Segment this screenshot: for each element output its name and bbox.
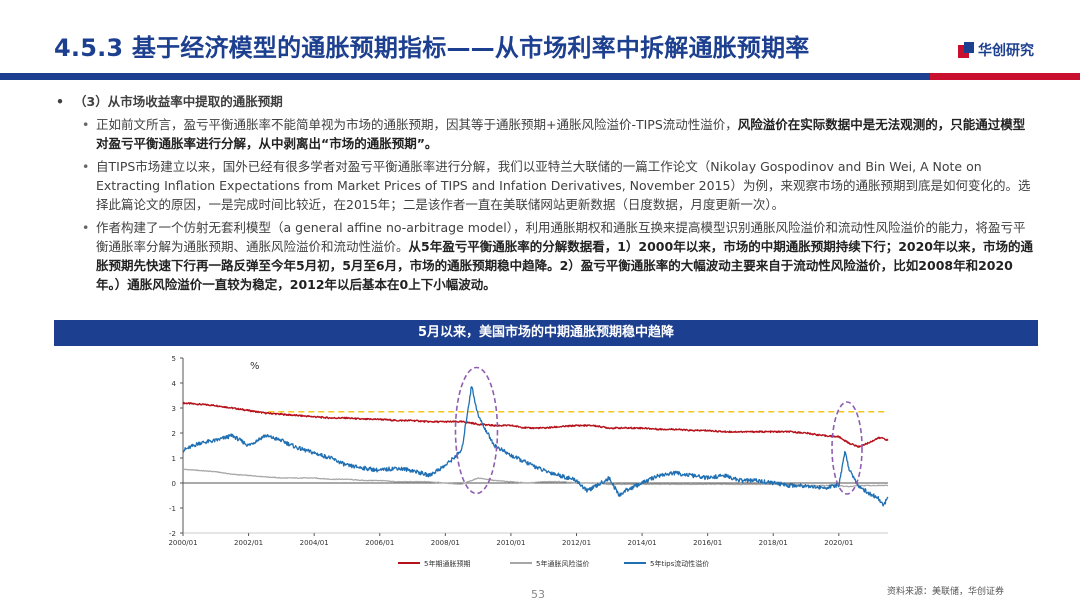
page-title: 4.5.3 基于经济模型的通胀预期指标——从市场利率中拆解通胀预期率 [54,34,810,62]
chart-axes [180,357,888,536]
chart-legend: 5年期通胀预期 5年通胀风险溢价 5年tips流动性溢价 [398,559,709,568]
x-tick-label: 2000/01 [168,539,197,547]
x-tick-label: 2004/01 [300,539,329,547]
y-tick-label: 3 [172,405,176,413]
header-divider [0,73,1080,80]
x-tick-label: 2016/01 [693,539,722,547]
y-tick-label: -1 [169,505,176,513]
x-tick-label: 2006/01 [365,539,394,547]
page-number: 53 [531,588,545,601]
legend-label-1: 5年通胀风险溢价 [536,559,589,568]
highlight-2008-ellipse [454,366,499,495]
bullet-paragraph-1: • 正如前文所言，盈亏平衡通胀率不能简单视为市场的通胀预期，因其等于通胀预期+通… [56,115,1036,153]
paragraph-1-bold: 风险溢价在实际数据中是无法观测的，只能通过模型对盈亏平衡通胀率进行分解，从中剥离… [96,117,1026,151]
paragraph-3-bold: 从5年盈亏平衡通胀率的分解数据看，1）2000年以来，市场的中期通胀预期持续下行… [96,239,1033,292]
source-note: 资料来源：美联储，华创证券 [887,587,1005,597]
x-tick-label: 2020/01 [824,539,853,547]
bullet-paragraph-3: • 作者构建了一个仿射无套利模型（a general affine no-arb… [56,218,1036,294]
series-layer [182,386,889,507]
paragraph-2-text: 自TIPS市场建立以来，国外已经有很多学者对盈亏平衡通胀率进行分解，我们以亚特兰… [96,159,1031,212]
section-heading: • （3）从市场收益率中提取的通胀预期 [56,92,1036,111]
y-tick-label: 1 [172,455,176,463]
y-tick-label: 2 [172,430,176,438]
x-tick-label: 2018/01 [759,539,788,547]
x-tick-label: 2010/01 [496,539,525,547]
brand-logo: 华创研究 [958,40,1034,60]
bullet-icon: • [82,220,90,235]
section-title: （3）从市场收益率中提取的通胀预期 [74,94,283,109]
legend-label-2: 5年tips流动性溢价 [650,559,709,568]
logo-text: 华创研究 [978,43,1034,59]
x-tick-label: 2012/01 [562,539,591,547]
paragraph-1-text: 正如前文所言，盈亏平衡通胀率不能简单视为市场的通胀预期，因其等于通胀预期+通胀风… [96,117,738,132]
logo-mark-icon [958,42,974,58]
legend-label-0: 5年期通胀预期 [424,559,470,568]
section-bullet-icon: • [56,94,64,109]
x-tick-label: 2002/01 [234,539,263,547]
x-tick-label: 2008/01 [431,539,460,547]
highlight-layer [454,366,863,495]
y-tick-label: 5 [172,355,176,363]
bullet-icon: • [82,159,90,174]
series-line-0 [182,401,889,448]
chart-title-banner: 5月以来，美国市场的中期通胀预期稳中趋降 [54,320,1038,346]
y-tick-label: -2 [169,530,176,538]
content-body: • （3）从市场收益率中提取的通胀预期 • 正如前文所言，盈亏平衡通胀率不能简单视… [56,92,1036,298]
y-tick-label: 0 [172,480,176,488]
x-tick-label: 2014/01 [628,539,657,547]
paragraph-3-text: 作者构建了一个仿射无套利模型（a general affine no-arbit… [96,220,1026,254]
highlight-2020-ellipse [831,401,863,495]
y-axis-label: % [250,361,260,372]
bullet-icon: • [82,117,90,132]
series-line-2 [182,386,889,507]
y-tick-label: 4 [172,380,177,388]
bullet-paragraph-2: • 自TIPS市场建立以来，国外已经有很多学者对盈亏平衡通胀率进行分解，我们以亚… [56,157,1036,214]
